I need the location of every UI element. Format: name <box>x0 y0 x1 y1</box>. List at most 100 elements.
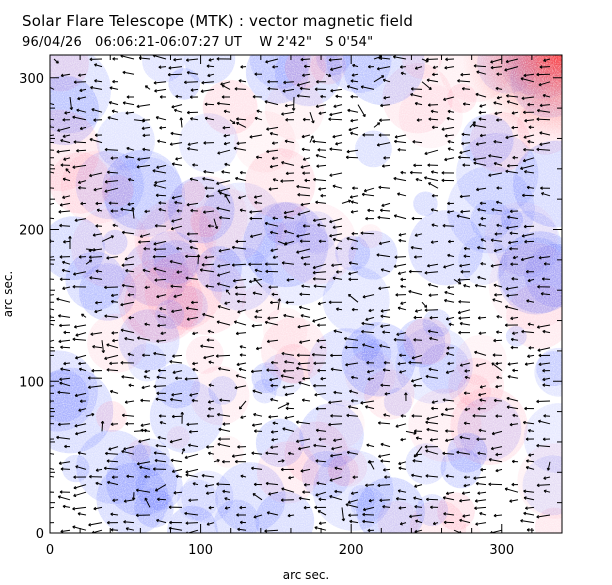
field-vector <box>441 171 455 175</box>
field-vector-head <box>380 384 384 388</box>
field-vector-shaft <box>476 187 487 191</box>
field-vector-head <box>463 284 466 288</box>
field-vector-head <box>95 225 99 228</box>
field-vector <box>512 255 519 260</box>
field-vector <box>60 367 71 372</box>
field-vector <box>62 118 71 122</box>
field-vector <box>341 199 352 204</box>
field-vector <box>479 104 487 108</box>
field-vector <box>254 268 263 273</box>
field-vector <box>510 345 519 350</box>
field-vector <box>383 96 391 100</box>
field-vector-head <box>173 59 177 62</box>
field-vector <box>392 55 407 60</box>
field-vector-shaft <box>345 362 359 366</box>
field-vector <box>204 186 215 190</box>
field-vector <box>72 284 87 289</box>
field-vector-shaft <box>537 347 551 352</box>
field-vector-head <box>95 270 99 273</box>
field-vector-head <box>110 301 114 304</box>
field-vector-head <box>207 225 211 228</box>
field-vector-head <box>282 90 286 93</box>
field-vector-head <box>45 301 47 302</box>
field-vector-head <box>61 269 65 273</box>
field-vector <box>443 263 455 269</box>
field-vector-head <box>205 195 209 198</box>
field-vector-head <box>426 59 429 62</box>
field-vector <box>430 240 439 244</box>
field-vector <box>112 79 119 84</box>
field-vector-shaft <box>143 375 151 379</box>
field-vector <box>127 352 135 357</box>
field-vector-shaft <box>173 58 183 61</box>
field-vector-shaft <box>50 316 55 318</box>
field-vector-head <box>448 323 452 327</box>
field-vector-head <box>204 257 208 260</box>
field-vector-head <box>302 378 305 381</box>
field-vector <box>496 223 503 228</box>
field-vector <box>495 200 503 205</box>
field-vector-head <box>186 112 190 115</box>
field-vector-head <box>296 251 300 254</box>
field-vector-head <box>408 290 411 294</box>
field-vector-shaft <box>476 142 487 145</box>
field-vector-shaft <box>362 343 375 349</box>
field-vector-head <box>144 323 147 326</box>
field-vector-shaft <box>414 233 423 237</box>
field-vector <box>201 80 215 85</box>
field-vector <box>447 139 455 144</box>
field-vector-head <box>511 112 515 115</box>
field-vector-head <box>495 87 499 91</box>
field-vector-shaft <box>201 81 215 84</box>
field-vector <box>234 87 247 91</box>
field-vector <box>463 246 471 251</box>
field-vector-head <box>268 188 272 191</box>
field-vector-head <box>537 286 540 289</box>
field-vector <box>154 88 167 93</box>
field-vector <box>366 369 375 374</box>
field-vector-shaft <box>174 201 183 204</box>
field-vector-head <box>444 135 448 138</box>
field-vector-head <box>253 516 257 519</box>
field-vector-shaft <box>217 149 231 154</box>
field-vector-shaft <box>285 104 295 107</box>
field-vector-head <box>399 354 402 358</box>
field-vector-shaft <box>169 360 183 364</box>
field-vector-shaft <box>520 164 535 170</box>
field-vector-head <box>345 156 349 160</box>
field-vector-shaft <box>223 134 231 137</box>
field-vector-shaft <box>50 217 55 220</box>
field-vector-head <box>73 141 77 144</box>
field-vector-shaft <box>109 101 119 106</box>
field-vector <box>350 246 359 251</box>
field-vector-head <box>318 188 322 191</box>
field-vector-shaft <box>350 247 359 250</box>
field-vector-shaft <box>476 71 487 75</box>
field-vector-shaft <box>537 109 551 113</box>
field-vector <box>136 164 151 169</box>
field-vector-shaft <box>297 95 311 98</box>
field-vector-head <box>73 495 77 498</box>
field-vector-head <box>185 307 189 311</box>
field-vector-head <box>411 357 415 360</box>
field-vector <box>173 57 183 62</box>
field-vector <box>524 118 535 123</box>
field-vector <box>478 331 487 335</box>
field-vector-shaft <box>58 339 71 343</box>
field-vector-head <box>41 452 43 454</box>
field-vector-shaft <box>237 300 247 303</box>
field-vector-head <box>208 361 211 364</box>
field-vector-shaft <box>462 88 471 90</box>
field-vector <box>521 96 535 101</box>
field-vector <box>302 171 311 175</box>
field-vector-shaft <box>170 285 183 288</box>
field-vector-shaft <box>175 95 183 98</box>
field-vector <box>540 292 551 296</box>
field-vector <box>121 283 135 288</box>
field-vector-shaft <box>446 117 455 121</box>
field-vector-head <box>428 118 432 121</box>
field-vector <box>124 256 135 261</box>
field-vector-head <box>315 154 319 158</box>
field-vector <box>335 246 343 251</box>
field-vector-head <box>445 59 448 62</box>
